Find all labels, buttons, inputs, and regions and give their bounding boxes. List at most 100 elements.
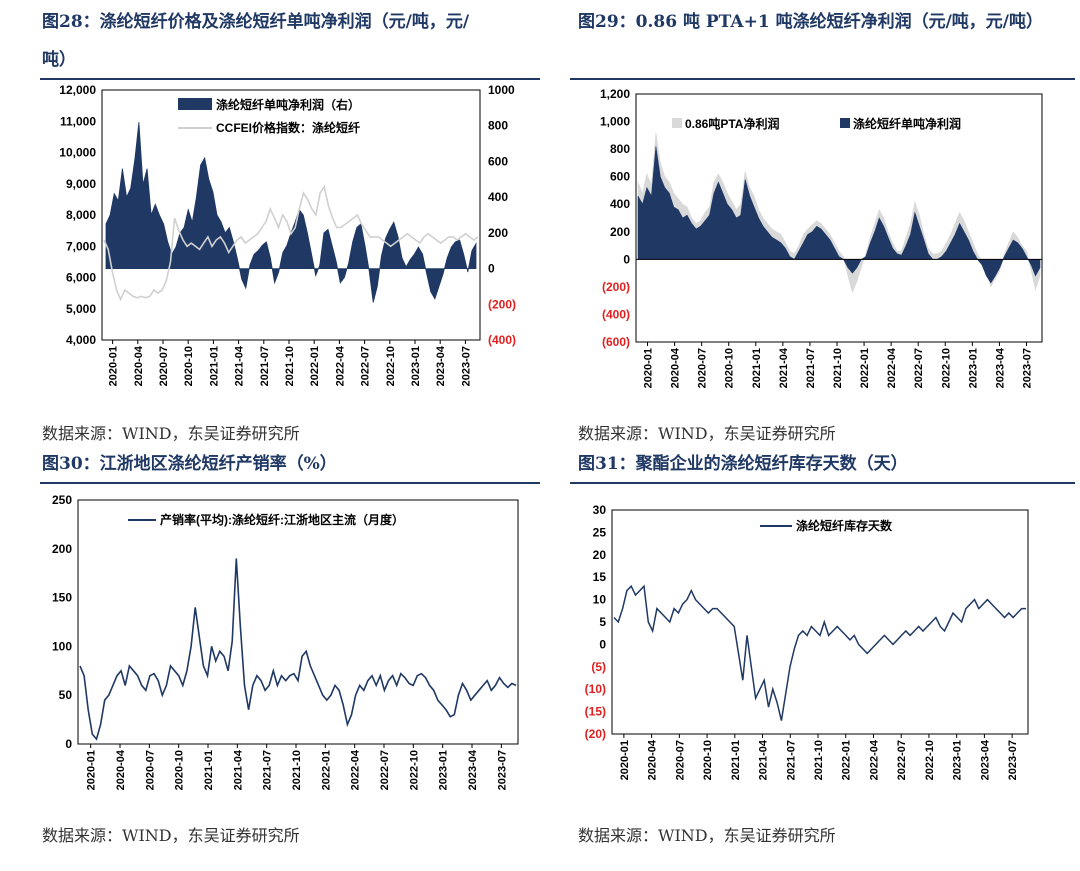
legend-label-price: CCFEI价格指数：涤纶短纤 [216,120,360,135]
y-tick-label: (15) [585,705,606,719]
x-tick-label: 2022-07 [913,348,925,388]
fig28-title-cont: 吨） [42,50,76,70]
x-tick-label: 2021-10 [291,750,303,790]
y-tick-label: 4,000 [66,333,96,347]
y-right-tick-label: (400) [488,333,516,347]
x-tick-label: 2023-04 [979,739,991,780]
x-tick-label: 2021-10 [284,346,296,386]
fig30-rule [40,482,540,484]
legend-swatch-pta [672,118,682,128]
x-tick-label: 2020-07 [697,348,709,388]
y-tick-label: 200 [52,542,72,556]
y-tick-label: 7,000 [66,239,96,253]
x-tick-label: 2020-10 [724,348,736,388]
y-tick-label: 8,000 [66,208,96,222]
fig28-rule [40,78,540,80]
y-tick-label: 1,200 [600,87,630,101]
x-tick-label: 2021-04 [232,749,244,790]
y-tick-label: (400) [602,307,630,321]
y-tick-label: 50 [59,688,73,702]
x-tick-label: 2022-04 [334,345,346,386]
fig28-source: 数据来源：WIND，东吴证券研究所 [42,424,300,443]
x-tick-label: 2021-07 [785,740,797,780]
y-right-tick-label: 200 [488,226,508,240]
legend-label-sales: 产销率(平均):涤纶短纤:江浙地区主流（月度） [160,512,404,527]
x-tick-label: 2020-10 [702,740,714,780]
x-tick-label: 2021-10 [813,740,825,780]
y-tick-label: 600 [610,170,630,184]
x-tick-label: 2022-01 [859,348,871,388]
y-tick-label: (5) [591,660,606,674]
fig31-title: 图31：聚酯企业的涤纶短纤库存天数（天） [578,454,908,474]
x-tick-label: 2020-01 [108,346,120,386]
y-tick-label: 10,000 [59,146,96,160]
profit-area [105,122,477,303]
fig30-title: 图30：江浙地区涤纶短纤产销率（%） [42,454,337,474]
legend-swatch-profit [178,98,212,110]
fig31-rule [570,482,1075,484]
x-tick-label: 2022-01 [309,346,321,386]
y-tick-label: (10) [585,682,606,696]
x-tick-label: 2023-04 [467,749,479,790]
y-tick-label: 15 [593,570,607,584]
y-tick-label: 25 [593,525,607,539]
fiber-profit-area [637,146,1041,284]
x-tick-label: 2023-01 [967,348,979,388]
x-tick-label: 2020-04 [115,749,127,790]
x-tick-label: 2022-07 [896,740,908,780]
plot-border [101,89,481,341]
legend-label-inventory: 涤纶短纤库存天数 [796,518,893,533]
y-tick-label: (200) [602,280,630,294]
x-tick-label: 2020-10 [174,750,186,790]
x-tick-label: 2020-07 [674,740,686,780]
x-tick-label: 2020-07 [144,750,156,790]
y-tick-label: 250 [52,493,72,507]
x-tick-label: 2022-10 [924,740,936,780]
x-tick-label: 2020-01 [643,348,655,388]
y-right-tick-label: 600 [488,154,508,168]
x-tick-label: 2021-01 [208,346,220,386]
x-tick-label: 2021-07 [805,348,817,388]
y-tick-label: 5 [599,615,606,629]
fig31-chart: (20) (15) (10) (5) 0 5 10 15 20 25 30 2020-01 2020-0… [585,503,1029,780]
y-tick-label: 800 [610,142,630,156]
legend-label-profit: 涤纶短纤单吨净利润（右） [216,97,360,112]
x-tick-label: 2021-01 [751,348,763,388]
sales-ratio-line [79,558,517,741]
x-tick-label: 2023-01 [410,346,422,386]
y-tick-label: 10 [593,593,607,607]
legend-swatch-fiber [840,118,850,128]
x-tick-label: 2022-01 [841,740,853,780]
x-tick-label: 2021-04 [778,347,790,388]
x-tick-label: 2020-01 [86,750,98,790]
y-tick-label: 0 [65,737,72,751]
fig29-source: 数据来源：WIND，东吴证券研究所 [578,424,836,443]
x-tick-label: 2022-04 [868,739,880,780]
x-tick-label: 2021-04 [234,345,246,386]
x-tick-label: 2022-04 [886,347,898,388]
fig29-rule [570,78,1075,80]
y-tick-label: (600) [602,335,630,349]
x-tick-label: 2023-04 [435,345,447,386]
y-tick-label: 200 [610,225,630,239]
y-right-tick-label: 0 [488,262,495,276]
y-tick-label: 9,000 [66,177,96,191]
y-right-tick-label: 1000 [488,83,515,97]
x-tick-label: 2020-04 [133,345,145,386]
y-right-tick-label: (200) [488,297,516,311]
y-tick-label: 400 [610,197,630,211]
x-tick-label: 2022-01 [320,750,332,790]
x-tick-label: 2022-10 [385,346,397,386]
plot-border [635,93,1043,343]
x-tick-label: 2023-07 [460,346,472,386]
y-tick-label: 150 [52,591,72,605]
y-tick-label: 1,000 [600,115,630,129]
fig28-title: 图28：涤纶短纤价格及涤纶短纤单吨净利润（元/吨，元/ [42,12,470,32]
y-tick-label: 100 [52,639,72,653]
legend-label-pta: 0.86吨PTA净利润 [685,116,779,131]
fig30-source: 数据来源：WIND，东吴证券研究所 [42,826,300,845]
x-tick-label: 2022-04 [350,749,362,790]
price-line [103,184,479,302]
x-tick-label: 2021-07 [259,346,271,386]
fig28-chart: 4,000 5,000 6,000 7,000 8,000 9,000 10,000 11,0… [59,83,516,386]
